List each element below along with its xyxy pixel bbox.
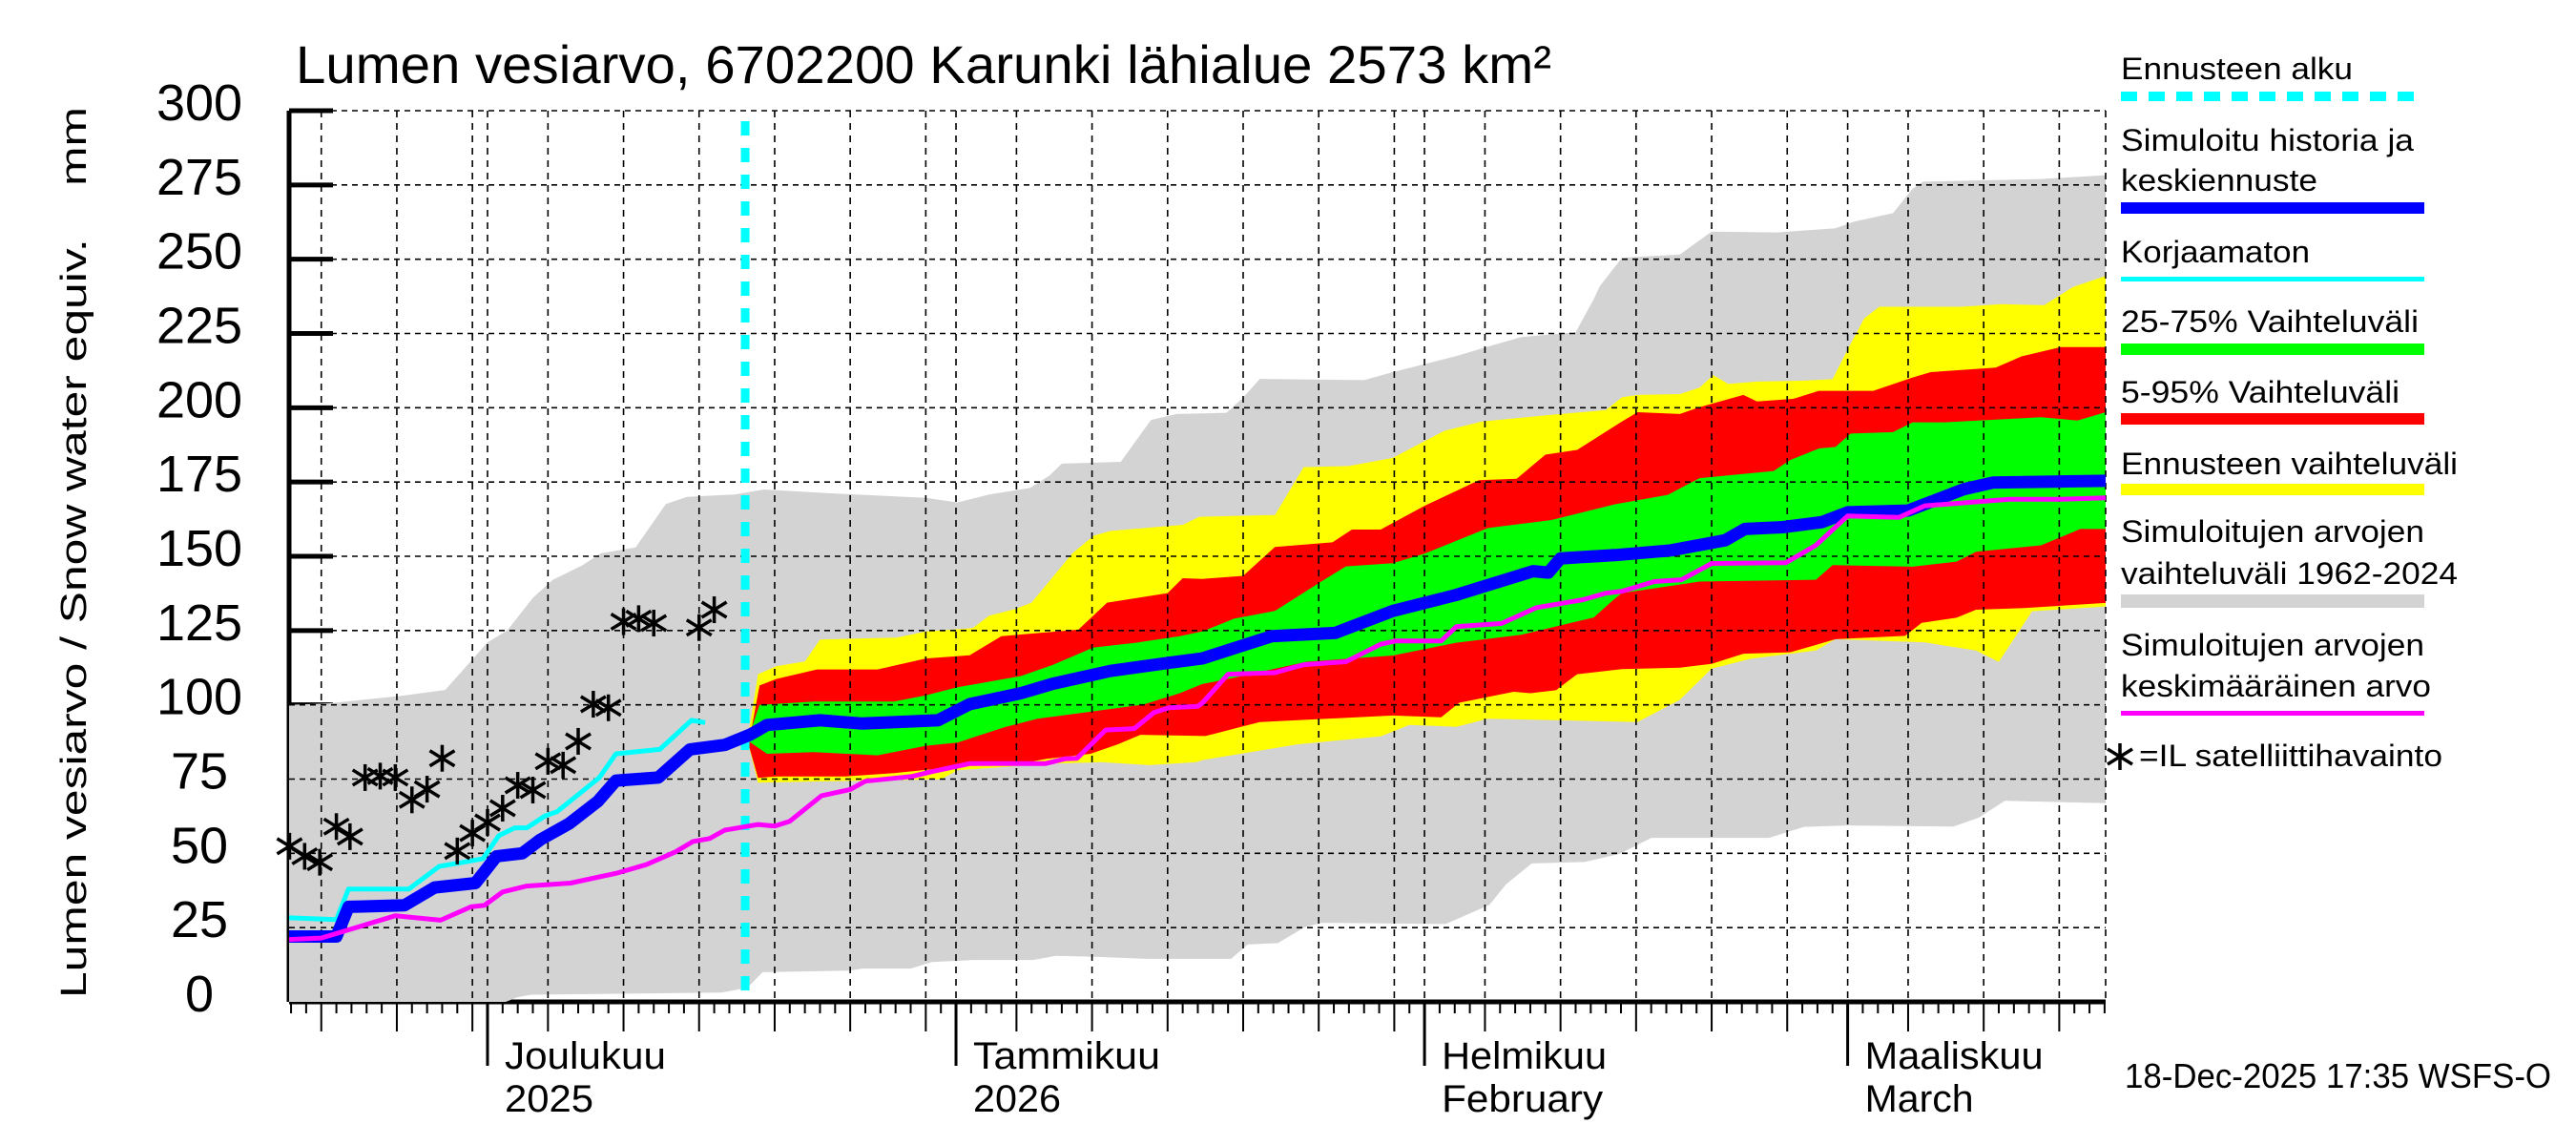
legend-item-history-range: Simuloitujen arvojen vaihteluväli 1962-2… bbox=[2121, 514, 2458, 608]
legend-label: Korjaamaton bbox=[2121, 235, 2310, 269]
y-tick-label: 75 bbox=[171, 743, 228, 801]
legend-item-mean: Simuloitujen arvojen keskimääräinen arvo bbox=[2121, 628, 2431, 716]
y-tick-label: 175 bbox=[156, 446, 242, 503]
y-axis-label: Lumen vesiarvo / Snow water equiv. mm bbox=[54, 107, 94, 998]
line-uncorrected bbox=[288, 718, 706, 923]
observation-star bbox=[428, 744, 456, 772]
band-range-25-75 bbox=[747, 412, 2106, 756]
observation-star bbox=[519, 777, 547, 804]
y-tick-label: 25 bbox=[171, 891, 228, 948]
legend-label: 5-95% Vaihteluväli bbox=[2121, 375, 2399, 409]
line-median bbox=[289, 474, 2107, 943]
legend-label: Ennusteen alku bbox=[2121, 52, 2353, 86]
chart-title: Lumen vesiarvo, 6702200 Karunki lähialue… bbox=[296, 34, 1551, 94]
legend: Ennusteen alku Simuloitu historia ja kes… bbox=[2107, 52, 2458, 773]
observation-star bbox=[382, 763, 409, 791]
y-tick-label: 150 bbox=[156, 520, 242, 577]
legend-label: Simuloitu historia ja bbox=[2121, 123, 2414, 157]
legend-item-range-5-95: 5-95% Vaihteluväli bbox=[2121, 375, 2424, 425]
x-year-label: February bbox=[1442, 1078, 1603, 1120]
observation-star bbox=[700, 596, 728, 624]
y-tick-label: 200 bbox=[156, 371, 242, 428]
observation-star bbox=[444, 837, 471, 864]
axis-ticks bbox=[290, 1002, 2106, 1066]
timestamp: 18-Dec-2025 17:35 WSFS-O bbox=[2125, 1056, 2551, 1095]
observation-star bbox=[610, 608, 637, 635]
observation-star bbox=[550, 751, 577, 779]
asterisk-icon bbox=[2107, 743, 2133, 770]
y-tick-label: 100 bbox=[156, 669, 242, 726]
range-bands bbox=[289, 175, 2106, 1003]
series-lines bbox=[288, 474, 2107, 943]
observation-star bbox=[579, 691, 607, 718]
legend-item-observation: =IL satelliittihavainto bbox=[2107, 739, 2442, 773]
legend-label: Ennusteen vaihteluväli bbox=[2121, 447, 2458, 481]
x-month-label: Joulukuu bbox=[505, 1035, 666, 1077]
legend-item-forecast-start: Ennusteen alku bbox=[2121, 52, 2424, 101]
band-swatch-icon bbox=[2121, 484, 2424, 495]
legend-label: Simuloitujen arvojen bbox=[2121, 628, 2424, 662]
observation-star bbox=[306, 848, 334, 876]
legend-label: =IL satelliittihavainto bbox=[2139, 739, 2442, 773]
observation-star bbox=[413, 776, 441, 803]
y-tick-label: 225 bbox=[156, 298, 242, 355]
band-swatch-icon bbox=[2121, 594, 2424, 608]
legend-label: vaihteluväli 1962-2024 bbox=[2121, 556, 2458, 591]
legend-label: Simuloitujen arvojen bbox=[2121, 514, 2424, 549]
x-year-label: 2025 bbox=[505, 1078, 593, 1120]
band-swatch-icon bbox=[2121, 344, 2424, 355]
x-year-label: 2026 bbox=[973, 1078, 1061, 1120]
legend-item-median: Simuloitu historia ja keskiennuste bbox=[2121, 123, 2424, 214]
observation-star bbox=[640, 610, 668, 637]
observation-star bbox=[685, 614, 713, 641]
observation-star bbox=[336, 822, 364, 850]
observation-star bbox=[504, 772, 531, 800]
observation-star bbox=[594, 694, 622, 721]
observation-star bbox=[565, 727, 592, 755]
band-swatch-icon bbox=[2121, 413, 2424, 425]
y-tick-label: 300 bbox=[156, 74, 242, 132]
legend-label: keskiennuste bbox=[2121, 163, 2317, 198]
legend-item-uncorrected: Korjaamaton bbox=[2121, 235, 2424, 281]
y-tick-label: 250 bbox=[156, 223, 242, 281]
thin-line-icon bbox=[2121, 277, 2424, 281]
x-month-label: Helmikuu bbox=[1442, 1035, 1607, 1077]
legend-label: keskimääräinen arvo bbox=[2121, 669, 2431, 703]
y-tick-label: 0 bbox=[185, 966, 214, 1023]
axis-tick-labels: 0 25 50 75 100 125 150 175 200 225 250 275 300 Jouluk… bbox=[156, 74, 2044, 1120]
y-tick-label: 125 bbox=[156, 594, 242, 652]
x-year-label: March bbox=[1865, 1078, 1974, 1120]
satellite-observations bbox=[276, 596, 728, 876]
observation-star bbox=[291, 843, 319, 870]
thick-line-icon bbox=[2121, 202, 2424, 214]
observation-star bbox=[488, 795, 516, 822]
observation-star bbox=[534, 747, 562, 775]
x-month-label: Tammikuu bbox=[973, 1035, 1160, 1077]
x-month-label: Maaliskuu bbox=[1865, 1035, 2044, 1077]
observation-star bbox=[474, 808, 501, 836]
legend-item-forecast-range: Ennusteen vaihteluväli bbox=[2121, 447, 2458, 495]
y-tick-label: 275 bbox=[156, 149, 242, 206]
line-mean bbox=[288, 495, 2107, 943]
thin-line-icon bbox=[2121, 711, 2424, 716]
y-tick-label: 50 bbox=[171, 817, 228, 874]
observation-star bbox=[625, 605, 653, 633]
legend-label: 25-75% Vaihteluväli bbox=[2121, 304, 2419, 339]
legend-item-range-25-75: 25-75% Vaihteluväli bbox=[2121, 304, 2424, 355]
